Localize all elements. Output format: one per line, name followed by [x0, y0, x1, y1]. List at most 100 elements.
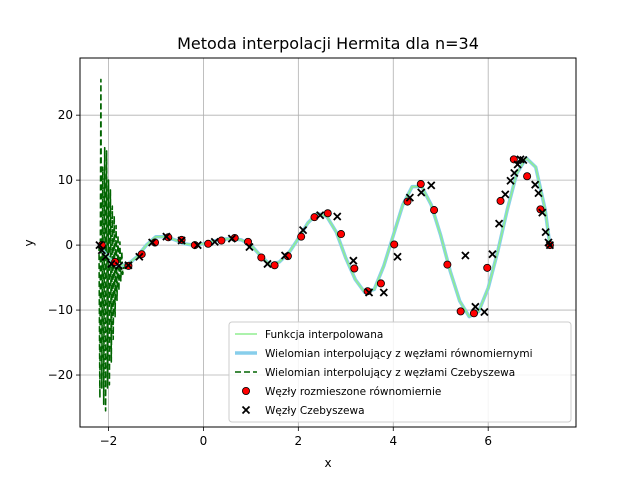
legend: Funkcja interpolowana Wielomian interpolu… [228, 321, 572, 423]
uniform-node-point [323, 209, 332, 218]
chebyshev-node-stroke [501, 190, 510, 199]
chebyshev-node-stroke [210, 237, 219, 246]
uniform-node-point [217, 236, 226, 245]
uniform-node-point [416, 180, 425, 189]
chebyshev-node-point [124, 261, 133, 270]
uniform-node-point [337, 230, 346, 239]
chebyshev-node-point [177, 236, 186, 245]
chebyshev-node-stroke [280, 251, 290, 260]
legend-box [228, 321, 572, 423]
chebyshev-node-point [162, 232, 171, 241]
plot-frame [79, 57, 577, 428]
chebyshev-node-stroke [427, 181, 436, 190]
uniform-node-point [376, 279, 385, 288]
uniform-node-point [456, 307, 465, 316]
x-tick-label: −2 [100, 434, 118, 448]
chebyshev-node-stroke [531, 180, 540, 189]
chebyshev-node-stroke [538, 208, 547, 217]
chebyshev-node-stroke [177, 236, 186, 245]
chebyshev-node-point [488, 250, 497, 259]
legend-label: Funkcja interpolowana [265, 329, 383, 341]
x-tick-label: 6 [484, 434, 492, 448]
uniform-node-point [483, 263, 492, 272]
chebyshev-node-point [135, 252, 144, 261]
chebyshev-node-point [95, 240, 104, 250]
uniform-node-point [390, 240, 399, 249]
chebyshev-node-stroke [545, 240, 555, 250]
chebyshev-node-point [379, 288, 388, 297]
chebyshev-node-point [280, 251, 290, 260]
legend-swatch-stroke [241, 405, 251, 415]
chebyshev-node-stroke [488, 250, 497, 259]
chebyshev-node-stroke [364, 288, 374, 297]
chebyshev-node-point [541, 227, 550, 237]
chebyshev-node-stroke [333, 212, 342, 221]
chebyshev-node-stroke [135, 252, 144, 261]
uniform-node-point [536, 205, 545, 214]
chebyshev-node-point [193, 240, 202, 250]
legend-swatch [241, 386, 250, 395]
uniform-node-point [257, 253, 266, 262]
chebyshev-node-stroke [379, 288, 388, 297]
chebyshev-node-point [316, 211, 325, 220]
x-tick-label: 2 [295, 434, 303, 448]
chebyshev-node-stroke [298, 226, 308, 235]
chebyshev-node-point [227, 234, 237, 243]
chebyshev-node-point [461, 251, 470, 260]
chebyshev-node-point [538, 208, 547, 217]
chebyshev-node-point [364, 288, 374, 297]
chebyshev-node-stroke [506, 176, 515, 185]
chebyshev-node-stroke [405, 193, 415, 202]
chebyshev-node-point [506, 176, 515, 185]
chebyshev-node-point [405, 193, 415, 202]
chebyshev-node-stroke [461, 251, 470, 260]
chebyshev-node-stroke [494, 219, 504, 228]
chebyshev-node-point [427, 181, 436, 190]
chebyshev-node-stroke [101, 252, 110, 261]
chebyshev-node-point [333, 212, 342, 221]
y-tick-label: 0 [65, 238, 73, 252]
uniform-node-point [430, 206, 439, 215]
chebyshev-node-stroke [245, 242, 254, 252]
x-axis-label: x [324, 456, 331, 470]
uniform-node-point [270, 261, 279, 270]
chebyshev-node-point [545, 240, 555, 250]
chebyshev-node-stroke [534, 188, 543, 198]
chebyshev-node-stroke [417, 188, 426, 197]
uniform-node-point [350, 264, 359, 273]
chebyshev-node-point [107, 259, 116, 269]
legend-label: Węzły Czebyszewa [265, 405, 365, 417]
chebyshev-node-point [210, 237, 219, 246]
uniform-node-point [509, 155, 518, 164]
chebyshev-node-point [97, 246, 106, 255]
chebyshev-node-stroke [124, 261, 133, 270]
chebyshev-node-stroke [193, 240, 202, 250]
chebyshev-node-point [393, 252, 402, 261]
uniform-node-point [496, 196, 505, 205]
y-tick-label: −10 [48, 303, 73, 317]
y-tick-label: 10 [58, 173, 73, 187]
chebyshev-node-stroke [114, 261, 124, 271]
uniform-node-point [204, 239, 213, 248]
chebyshev-node-point [417, 188, 426, 197]
uniform-node-point [403, 197, 412, 206]
chebyshev-node-point [101, 252, 110, 261]
chebyshev-node-stroke [510, 168, 519, 178]
chebyshev-node-stroke [393, 252, 402, 261]
chebyshev-node-point [471, 302, 480, 311]
chebyshev-node-point [494, 219, 504, 228]
legend-label: Wielomian interpolujący z węzłami Czebys… [265, 367, 515, 379]
chebyshev-node-stroke [148, 238, 157, 247]
chebyshev-node-point [480, 307, 489, 317]
chebyshev-node-point [349, 256, 358, 265]
y-tick-label: −20 [48, 368, 73, 382]
chebyshev-node-stroke [227, 234, 237, 243]
uniform-node-point [469, 309, 478, 318]
chebyshev-node-stroke [162, 232, 171, 241]
chebyshev-node-stroke [97, 246, 106, 255]
chebyshev-node-point [519, 155, 528, 165]
legend-label: Węzły rozmieszone równomiernie [265, 386, 441, 398]
chebyshev-node-stroke [316, 211, 325, 220]
